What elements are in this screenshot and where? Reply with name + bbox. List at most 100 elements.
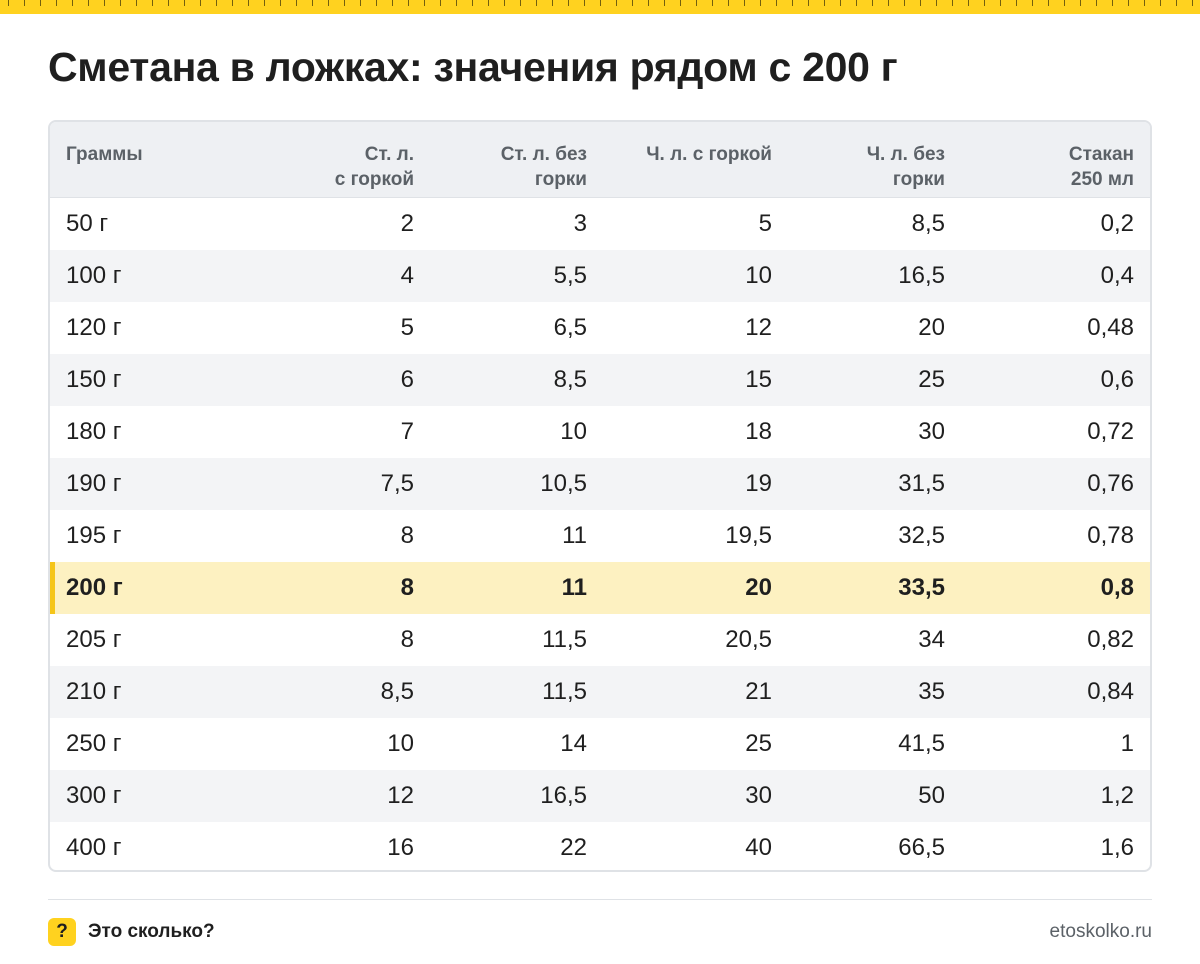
- cell-tsp-level: 25: [918, 366, 945, 393]
- column-header-tsp-level: Ч. л. без горки: [866, 144, 945, 190]
- cell-tbsp-level: 6,5: [553, 314, 587, 341]
- cell-grams: 50 г: [66, 210, 109, 237]
- cell-tsp-level: 20: [918, 314, 945, 341]
- table-row: 150 г 6 8,5 15 25 0,6: [50, 354, 1150, 406]
- table-row: 50 г 2 3 5 8,5 0,2: [50, 198, 1150, 250]
- table-row: 180 г 7 10 18 30 0,72: [50, 406, 1150, 458]
- cell-tbsp-heaped: 8: [400, 574, 414, 601]
- cell-tbsp-level: 11: [561, 574, 587, 601]
- cell-glass-250ml: 0,4: [1100, 262, 1134, 289]
- cell-tbsp-level: 22: [560, 834, 587, 861]
- cell-glass-250ml: 0,84: [1087, 678, 1134, 705]
- cell-tbsp-heaped: 8: [400, 626, 414, 653]
- cell-grams: 200 г: [66, 574, 123, 601]
- cell-tsp-heaped: 25: [745, 730, 772, 757]
- column-header-glass-250ml: Стакан 250 мл: [1068, 144, 1134, 190]
- cell-tsp-level: 8,5: [911, 210, 945, 237]
- cell-glass-250ml: 0,82: [1087, 626, 1134, 653]
- cell-tbsp-heaped: 4: [400, 262, 414, 289]
- cell-glass-250ml: 1,6: [1100, 834, 1134, 861]
- cell-grams: 205 г: [66, 626, 122, 653]
- table-row: 300 г 12 16,5 30 50 1,2: [50, 770, 1150, 822]
- table-row: 195 г 8 11 19,5 32,5 0,78: [50, 510, 1150, 562]
- cell-tbsp-heaped: 8,5: [380, 678, 414, 705]
- cell-tsp-level: 16,5: [898, 262, 945, 289]
- cell-tbsp-level: 11: [562, 522, 587, 549]
- table-row: 250 г 10 14 25 41,5 1: [50, 718, 1150, 770]
- cell-tsp-heaped: 18: [745, 418, 772, 445]
- cell-tsp-level: 32,5: [898, 522, 945, 549]
- cell-grams: 190 г: [66, 470, 122, 497]
- cell-grams: 300 г: [66, 782, 122, 809]
- cell-tbsp-level: 11,5: [542, 626, 587, 653]
- question-mark-logo-icon: ?: [48, 918, 76, 946]
- cell-tsp-level: 41,5: [898, 730, 945, 757]
- cell-tsp-level: 66,5: [898, 834, 945, 861]
- cell-tsp-level: 35: [918, 678, 945, 705]
- cell-glass-250ml: 0,48: [1087, 314, 1134, 341]
- cell-tbsp-level: 10,5: [540, 470, 587, 497]
- table-row: 210 г 8,5 11,5 21 35 0,84: [50, 666, 1150, 718]
- cell-tsp-heaped: 15: [745, 366, 772, 393]
- cell-glass-250ml: 0,2: [1100, 210, 1134, 237]
- cell-grams: 120 г: [66, 314, 122, 341]
- cell-tsp-level: 31,5: [898, 470, 945, 497]
- cell-tbsp-level: 3: [573, 210, 587, 237]
- cell-tsp-heaped: 40: [745, 834, 772, 861]
- cell-tbsp-level: 8,5: [553, 366, 587, 393]
- cell-tsp-heaped: 10: [745, 262, 772, 289]
- cell-glass-250ml: 1,2: [1100, 782, 1134, 809]
- cell-tbsp-heaped: 10: [387, 730, 414, 757]
- cell-tbsp-heaped: 16: [387, 834, 414, 861]
- ruler-top-border: [0, 0, 1200, 14]
- cell-grams: 250 г: [66, 730, 122, 757]
- cell-tbsp-level: 11,5: [542, 678, 587, 705]
- cell-grams: 400 г: [66, 834, 122, 861]
- table-row: 400 г 16 22 40 66,5 1,6: [50, 822, 1150, 870]
- table-row: 205 г 8 11,5 20,5 34 0,82: [50, 614, 1150, 666]
- cell-grams: 210 г: [66, 678, 122, 705]
- column-header-tbsp-heaped: Ст. л. с горкой: [334, 144, 414, 190]
- cell-tbsp-heaped: 7: [400, 418, 414, 445]
- cell-glass-250ml: 0,8: [1100, 574, 1134, 601]
- cell-tsp-heaped: 20: [745, 574, 772, 601]
- cell-tbsp-heaped: 5: [400, 314, 414, 341]
- cell-tsp-heaped: 19: [745, 470, 772, 497]
- cell-glass-250ml: 0,78: [1087, 522, 1134, 549]
- table-row: 100 г 4 5,5 10 16,5 0,4: [50, 250, 1150, 302]
- cell-tbsp-level: 16,5: [540, 782, 587, 809]
- page-title: Сметана в ложках: значения рядом с 200 г: [48, 44, 898, 90]
- cell-tbsp-heaped: 2: [400, 210, 414, 237]
- cell-tsp-level: 50: [918, 782, 945, 809]
- table-body: 50 г 2 3 5 8,5 0,2 100 г 4 5,5 10 16,5 0,4 120 г 5 6,5…: [50, 198, 1150, 870]
- table-row-highlighted: 200 г 8 11 20 33,5 0,8: [50, 562, 1150, 614]
- cell-glass-250ml: 0,72: [1087, 418, 1134, 445]
- cell-tsp-level: 30: [918, 418, 945, 445]
- cell-tsp-heaped: 20,5: [725, 626, 772, 653]
- cell-tsp-level: 34: [918, 626, 945, 653]
- cell-tbsp-level: 5,5: [553, 262, 587, 289]
- cell-grams: 150 г: [66, 366, 122, 393]
- cell-tbsp-heaped: 12: [387, 782, 414, 809]
- cell-tsp-heaped: 19,5: [725, 522, 772, 549]
- cell-tbsp-heaped: 6: [400, 366, 414, 393]
- cell-tbsp-heaped: 7,5: [380, 470, 414, 497]
- cell-glass-250ml: 0,6: [1100, 366, 1134, 393]
- column-header-grams: Граммы: [66, 144, 143, 165]
- column-header-tsp-heaped: Ч. л. с горкой: [646, 144, 772, 165]
- cell-tsp-level: 33,5: [898, 574, 945, 601]
- cell-tsp-heaped: 30: [745, 782, 772, 809]
- cell-tbsp-level: 10: [560, 418, 587, 445]
- conversion-table: Граммы Ст. л. с горкой Ст. л. без горки …: [48, 120, 1152, 872]
- column-header-tbsp-level: Ст. л. без горки: [500, 144, 587, 190]
- footer-site-link[interactable]: etoskolko.ru: [1049, 921, 1152, 942]
- cell-tbsp-level: 14: [560, 730, 587, 757]
- cell-tbsp-heaped: 8: [400, 522, 414, 549]
- footer-brand-name: Это сколько?: [88, 921, 215, 942]
- footer-divider: [48, 899, 1152, 900]
- cell-grams: 180 г: [66, 418, 122, 445]
- cell-glass-250ml: 0,76: [1087, 470, 1134, 497]
- cell-grams: 195 г: [66, 522, 122, 549]
- cell-tsp-heaped: 21: [745, 678, 772, 705]
- cell-glass-250ml: 1: [1120, 730, 1134, 757]
